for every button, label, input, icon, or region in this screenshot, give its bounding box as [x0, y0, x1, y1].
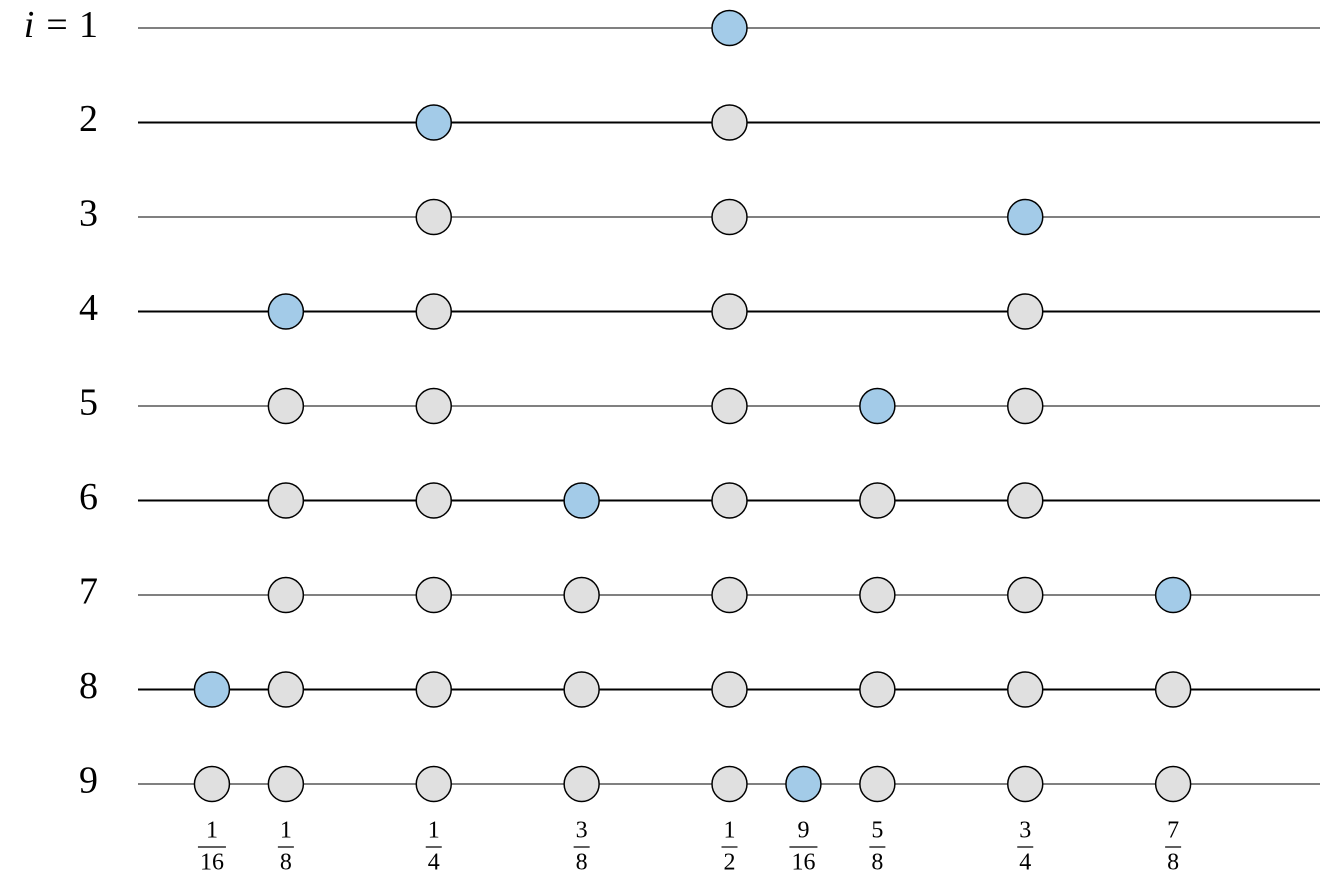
- point: [267, 576, 305, 614]
- point: [859, 576, 896, 614]
- point: [1007, 387, 1044, 425]
- point: [415, 576, 452, 614]
- tick-numerator: 5: [871, 818, 883, 844]
- point: [859, 765, 896, 803]
- point: [1007, 671, 1044, 708]
- tick-denominator: 2: [724, 850, 736, 876]
- point: [267, 387, 305, 425]
- point: [267, 671, 305, 708]
- new-point: [415, 104, 452, 141]
- tick-denominator: 4: [428, 850, 440, 876]
- tick-denominator: 16: [791, 850, 815, 876]
- tick-denominator: 8: [871, 850, 883, 876]
- row-number: 1: [79, 4, 98, 46]
- point: [859, 482, 896, 519]
- point: [1007, 576, 1044, 614]
- tick-denominator: 8: [1167, 850, 1179, 876]
- point: [711, 104, 748, 141]
- index-prefix: i =: [24, 4, 70, 46]
- new-point: [1007, 198, 1044, 236]
- point: [563, 671, 600, 708]
- row-label: 9: [79, 760, 98, 802]
- tick-denominator: 16: [200, 850, 224, 876]
- point: [415, 765, 452, 803]
- new-point: [193, 671, 231, 708]
- tick-numerator: 1: [280, 818, 292, 844]
- point: [711, 293, 748, 330]
- point: [859, 671, 896, 708]
- point: [563, 765, 600, 803]
- point: [1007, 765, 1044, 803]
- tick-numerator: 1: [724, 818, 736, 844]
- new-point: [859, 387, 896, 425]
- point: [415, 198, 452, 236]
- tick-numerator: 7: [1167, 818, 1179, 844]
- row-label: 6: [79, 476, 98, 518]
- new-point: [267, 293, 305, 330]
- point: [415, 482, 452, 519]
- new-point: [711, 9, 748, 47]
- new-point: [563, 482, 600, 519]
- point: [1007, 293, 1044, 330]
- point: [415, 293, 452, 330]
- tick-denominator: 8: [280, 850, 292, 876]
- point: [711, 482, 748, 519]
- new-point: [1154, 576, 1192, 614]
- point: [711, 765, 748, 803]
- point: [711, 576, 748, 614]
- tick-numerator: 9: [797, 818, 809, 844]
- point: [563, 576, 600, 614]
- row-label: 3: [79, 193, 98, 235]
- point: [1154, 671, 1192, 708]
- row-label: i = 1: [24, 4, 98, 46]
- point: [711, 671, 748, 708]
- point: [711, 198, 748, 236]
- point: [415, 671, 452, 708]
- point: [193, 765, 231, 803]
- row-label: 2: [79, 98, 98, 140]
- point: [711, 387, 748, 425]
- tick-denominator: 8: [576, 850, 588, 876]
- row-label: 8: [79, 665, 98, 707]
- tick-numerator: 3: [576, 818, 588, 844]
- point: [1007, 482, 1044, 519]
- point: [415, 387, 452, 425]
- point: [267, 765, 305, 803]
- tick-denominator: 4: [1019, 850, 1031, 876]
- point: [267, 482, 305, 519]
- point: [1154, 765, 1192, 803]
- tick-numerator: 1: [428, 818, 440, 844]
- tick-numerator: 1: [206, 818, 218, 844]
- row-label: 7: [79, 571, 98, 613]
- row-label: 5: [79, 382, 98, 424]
- row-label: 4: [79, 287, 98, 329]
- tick-numerator: 3: [1019, 818, 1031, 844]
- new-point: [785, 765, 822, 803]
